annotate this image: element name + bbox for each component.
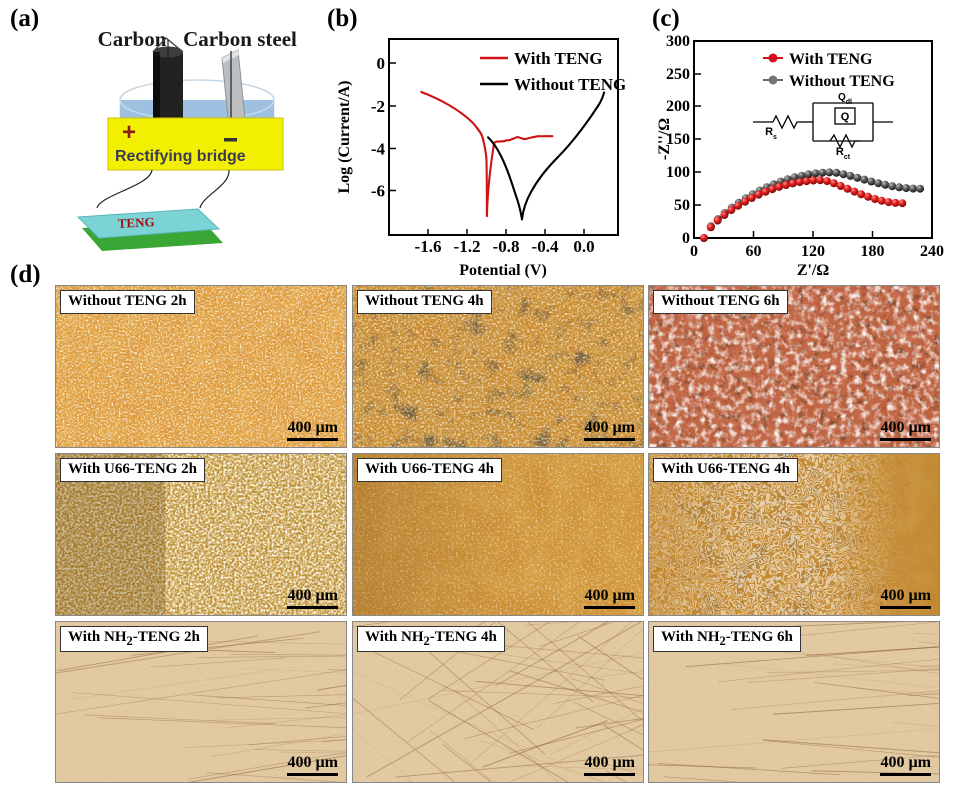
svg-text:-0.4: -0.4 — [532, 237, 559, 256]
svg-text:Q: Q — [841, 111, 850, 123]
svg-text:180: 180 — [861, 243, 885, 260]
svg-text:-Z''/Ω: -Z''/Ω — [656, 118, 673, 160]
svg-text:+: + — [122, 119, 136, 146]
svg-text:50: 50 — [674, 197, 690, 214]
svg-text:300: 300 — [666, 33, 690, 50]
svg-text:Rectifying bridge: Rectifying bridge — [115, 148, 246, 165]
svg-text:With TENG: With TENG — [789, 51, 873, 68]
svg-text:0: 0 — [682, 230, 690, 247]
svg-text:Rct: Rct — [836, 146, 851, 161]
svg-text:Log (Current/A): Log (Current/A) — [336, 80, 353, 193]
svg-text:-6: -6 — [371, 182, 385, 201]
svg-text:240: 240 — [920, 243, 944, 260]
svg-text:Without TENG: Without TENG — [514, 75, 625, 94]
svg-text:-4: -4 — [371, 140, 386, 159]
svg-text:-1.2: -1.2 — [454, 237, 481, 256]
svg-text:With TENG: With TENG — [514, 49, 603, 68]
svg-text:60: 60 — [746, 243, 762, 260]
svg-text:0.0: 0.0 — [573, 237, 594, 256]
svg-text:200: 200 — [666, 98, 690, 115]
svg-text:100: 100 — [666, 164, 690, 181]
svg-text:Z'/Ω: Z'/Ω — [797, 262, 830, 279]
svg-text:-2: -2 — [371, 97, 385, 116]
svg-text:Potential (V): Potential (V) — [459, 262, 547, 279]
svg-text:-0.8: -0.8 — [493, 237, 520, 256]
svg-text:120: 120 — [801, 243, 825, 260]
svg-text:250: 250 — [666, 66, 690, 83]
svg-text:0: 0 — [690, 243, 698, 260]
svg-text:TENG: TENG — [117, 214, 155, 231]
svg-text:Carbon steel: Carbon steel — [183, 27, 297, 51]
svg-text:0: 0 — [377, 54, 386, 73]
svg-text:Rs: Rs — [765, 126, 777, 141]
svg-text:-1.6: -1.6 — [415, 237, 442, 256]
svg-text:Without TENG: Without TENG — [789, 73, 895, 90]
